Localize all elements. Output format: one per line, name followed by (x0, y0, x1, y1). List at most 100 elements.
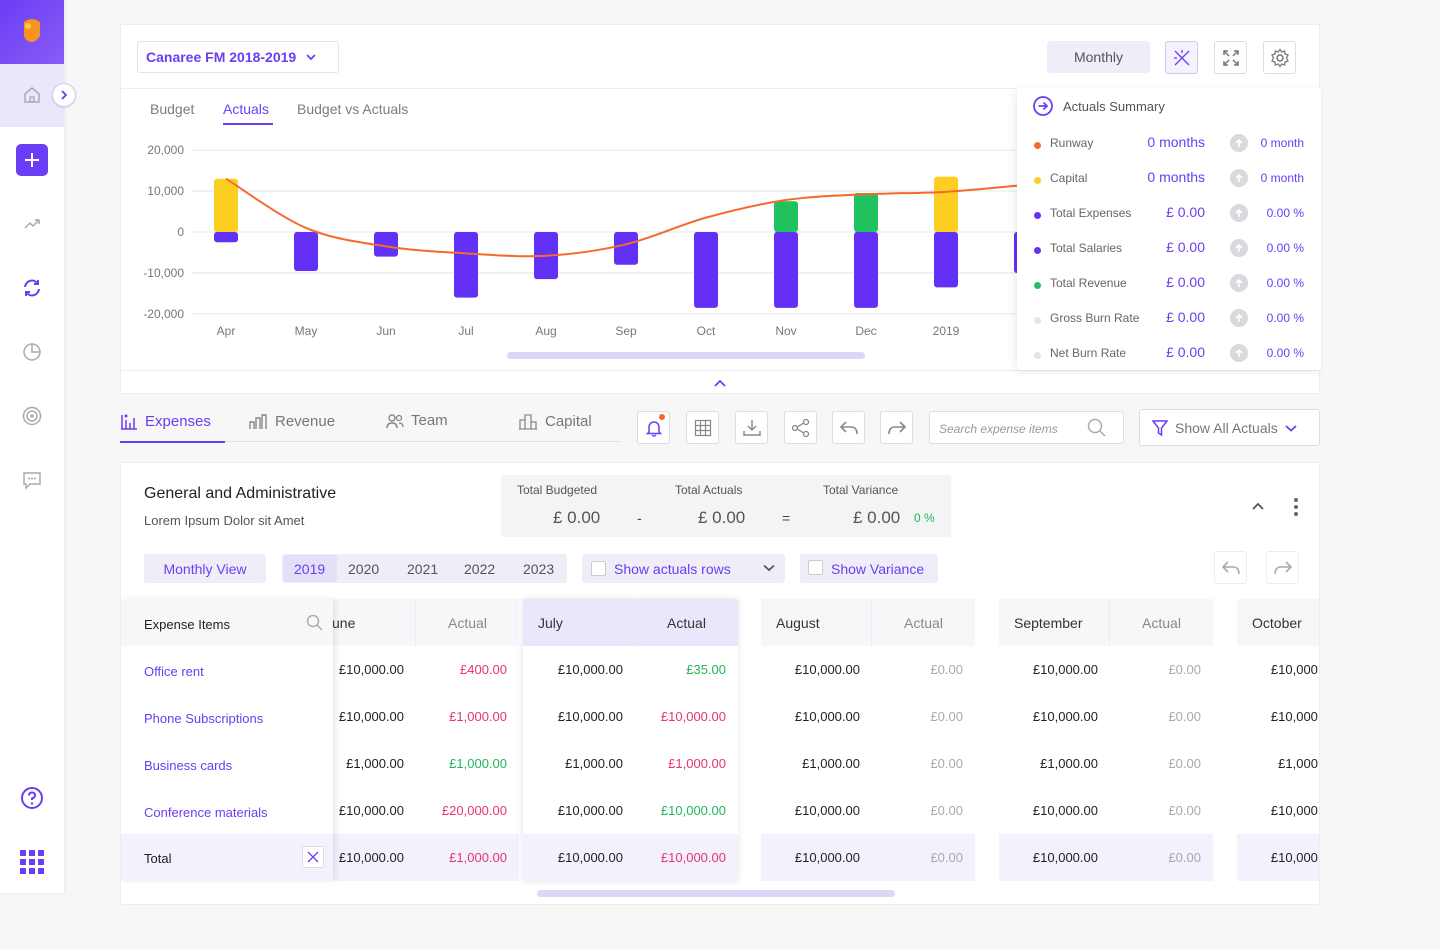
budget-cell[interactable]: £10,000.00 (1237, 834, 1319, 881)
list-item[interactable]: Office rent (144, 664, 204, 679)
search-icon[interactable] (306, 614, 323, 631)
actual-cell[interactable]: £0.00 (872, 646, 975, 693)
tab-budget-vs-actuals[interactable]: Budget vs Actuals (297, 101, 409, 117)
show-actual-rows-checkbox[interactable] (591, 561, 606, 576)
tab-team[interactable]: Team (386, 412, 448, 429)
actual-cell[interactable]: £0.00 (1110, 693, 1213, 740)
tab-capital[interactable]: Capital (518, 412, 592, 430)
actual-cell[interactable]: £400.00 (416, 646, 519, 693)
actual-cell[interactable]: £10,000.00 (635, 693, 738, 740)
budget-cell[interactable]: £10,000.00 (326, 834, 416, 881)
year-2022[interactable]: 2022 (464, 561, 496, 577)
actual-cell[interactable]: £10,000.00 (635, 834, 738, 881)
section-menu-button[interactable] (1293, 497, 1299, 522)
actual-cell[interactable]: £0.00 (1110, 740, 1213, 787)
budget-cell[interactable]: £10,000.00 (1237, 646, 1319, 693)
budget-cell[interactable]: £10,000.00 (326, 787, 416, 834)
budget-cell[interactable]: £10,000.00 (761, 693, 872, 740)
chart-scrollbar[interactable] (507, 352, 865, 359)
actual-cell[interactable]: £1,000.00 (416, 740, 519, 787)
sync-icon[interactable] (16, 272, 48, 304)
show-variance-toggle[interactable]: Show Variance (800, 554, 938, 583)
budget-cell[interactable]: £10,000.00 (999, 646, 1110, 693)
help-icon[interactable] (16, 782, 48, 814)
undo-button[interactable] (832, 411, 865, 444)
show-actual-rows-toggle[interactable]: Show actuals rows (582, 554, 785, 583)
tab-expenses[interactable]: Expenses (120, 412, 211, 430)
grid-view-button[interactable] (686, 411, 719, 444)
collapse-chart-button[interactable] (712, 375, 728, 393)
actual-cell[interactable]: £10,000.00 (635, 787, 738, 834)
budget-cell[interactable]: £10,000.00 (761, 834, 872, 881)
notifications-button[interactable] (637, 411, 670, 444)
list-item[interactable]: Phone Subscriptions (144, 711, 264, 726)
budget-cell[interactable]: £10,000.00 (523, 834, 635, 881)
actual-cell[interactable]: £0.00 (1110, 787, 1213, 834)
actual-cell[interactable]: £0.00 (872, 740, 975, 787)
tab-revenue[interactable]: Revenue (248, 412, 335, 430)
tab-budget[interactable]: Budget (150, 101, 195, 117)
year-2020[interactable]: 2020 (348, 561, 380, 577)
actual-cell[interactable]: £0.00 (872, 693, 975, 740)
chat-icon[interactable] (16, 464, 48, 496)
tab-actuals[interactable]: Actuals (223, 101, 269, 117)
list-item[interactable]: Business cards (144, 758, 233, 773)
show-variance-checkbox[interactable] (808, 560, 823, 575)
add-button[interactable] (16, 144, 48, 176)
budget-cell[interactable]: £10,000.00 (999, 834, 1110, 881)
budget-cell[interactable]: £1,000.00 (523, 740, 635, 787)
fullscreen-button[interactable] (1214, 41, 1247, 74)
logo-icon[interactable] (0, 0, 64, 64)
actual-cell[interactable]: £0.00 (872, 787, 975, 834)
target-icon[interactable] (16, 400, 48, 432)
budget-cell[interactable]: £1,000.00 (999, 740, 1110, 787)
actual-cell[interactable]: £0.00 (1110, 646, 1213, 693)
apps-icon[interactable] (16, 846, 48, 878)
budget-cell[interactable]: £10,000.00 (761, 787, 872, 834)
budget-cell[interactable]: £10,000.00 (999, 787, 1110, 834)
actual-cell[interactable]: £1,000.00 (416, 834, 519, 881)
download-button[interactable] (735, 411, 768, 444)
settings-button[interactable] (1263, 41, 1296, 74)
budget-cell[interactable]: £1,000.00 (1237, 740, 1319, 787)
actual-cell[interactable]: £1,000.00 (635, 740, 738, 787)
magic-fill-button[interactable] (302, 846, 324, 868)
budget-cell[interactable]: £10,000.00 (999, 693, 1110, 740)
search-icon[interactable] (1087, 418, 1106, 442)
budget-cell[interactable]: £10,000.00 (523, 787, 635, 834)
table-undo-button[interactable] (1214, 551, 1247, 584)
year-2019[interactable]: 2019 (294, 561, 326, 577)
budget-cell[interactable]: £10,000.00 (326, 646, 416, 693)
budget-cell[interactable]: £10,000.00 (523, 646, 635, 693)
pie-icon[interactable] (16, 336, 48, 368)
actual-cell[interactable]: £35.00 (635, 646, 738, 693)
budget-cell[interactable]: £1,000.00 (326, 740, 416, 787)
budget-cell[interactable]: £10,000.00 (761, 646, 872, 693)
table-scrollbar[interactable] (537, 890, 895, 897)
actual-cell[interactable]: £0.00 (1110, 834, 1213, 881)
budget-cell[interactable]: £10,000.00 (523, 693, 635, 740)
redo-button[interactable] (880, 411, 913, 444)
equals-operator: = (782, 510, 791, 526)
budget-cell[interactable]: £1,000.00 (761, 740, 872, 787)
trend-icon[interactable] (16, 208, 48, 240)
magic-tool-button[interactable] (1165, 41, 1198, 74)
filter-dropdown[interactable]: Show All Actuals (1139, 409, 1320, 446)
actual-cell[interactable]: £0.00 (872, 834, 975, 881)
year-2021[interactable]: 2021 (407, 561, 439, 577)
collapse-section-button[interactable] (1251, 499, 1265, 517)
period-button[interactable]: Monthly (1047, 41, 1150, 73)
plan-select[interactable]: Canaree FM 2018-2019 (137, 41, 339, 73)
budget-cell[interactable]: £10,000.00 (1237, 693, 1319, 740)
actual-cell[interactable]: £20,000.00 (416, 787, 519, 834)
actual-cell[interactable]: £1,000.00 (416, 693, 519, 740)
budget-cell[interactable]: £10,000.00 (1237, 787, 1319, 834)
table-redo-button[interactable] (1266, 551, 1299, 584)
year-2023[interactable]: 2023 (523, 561, 555, 577)
list-item[interactable]: Conference materials (144, 805, 268, 820)
budget-cell[interactable]: £10,000.00 (326, 693, 416, 740)
monthly-view-button[interactable]: Monthly View (144, 554, 266, 583)
search-input[interactable]: Search expense items (929, 411, 1124, 444)
share-button[interactable] (784, 411, 817, 444)
expand-sidebar-button[interactable] (52, 83, 76, 107)
